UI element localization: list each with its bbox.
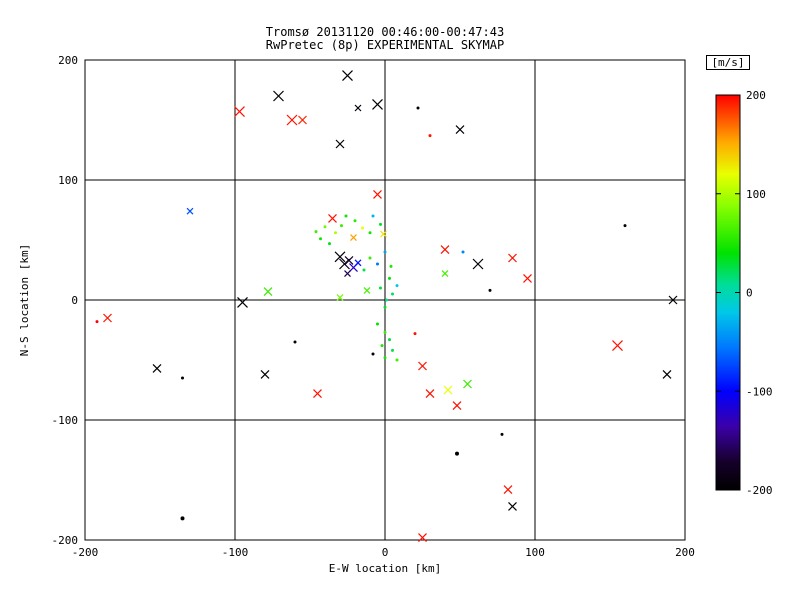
svg-text:-100: -100 <box>222 546 249 559</box>
svg-text:-200: -200 <box>746 484 773 497</box>
svg-text:N-S location [km]: N-S location [km] <box>18 244 31 357</box>
svg-text:0: 0 <box>382 546 389 559</box>
svg-text:200: 200 <box>675 546 695 559</box>
svg-text:200: 200 <box>58 54 78 67</box>
svg-text:100: 100 <box>525 546 545 559</box>
svg-text:100: 100 <box>58 174 78 187</box>
svg-text:0: 0 <box>71 294 78 307</box>
plot-title-line1: Tromsø 20131120 00:46:00-00:47:43 <box>265 25 505 39</box>
plot-title-line2: RwPretec (8p) EXPERIMENTAL SKYMAP <box>265 38 505 52</box>
svg-text:-100: -100 <box>52 414 79 427</box>
svg-text:-200: -200 <box>52 534 79 547</box>
svg-text:-200: -200 <box>72 546 99 559</box>
svg-text:E-W location [km]: E-W location [km] <box>329 562 442 575</box>
svg-text:0: 0 <box>746 287 753 300</box>
colorbar-unit-label: [m/s] <box>706 55 750 70</box>
svg-text:100: 100 <box>746 188 766 201</box>
svg-text:-100: -100 <box>746 385 773 398</box>
svg-text:200: 200 <box>746 89 766 102</box>
